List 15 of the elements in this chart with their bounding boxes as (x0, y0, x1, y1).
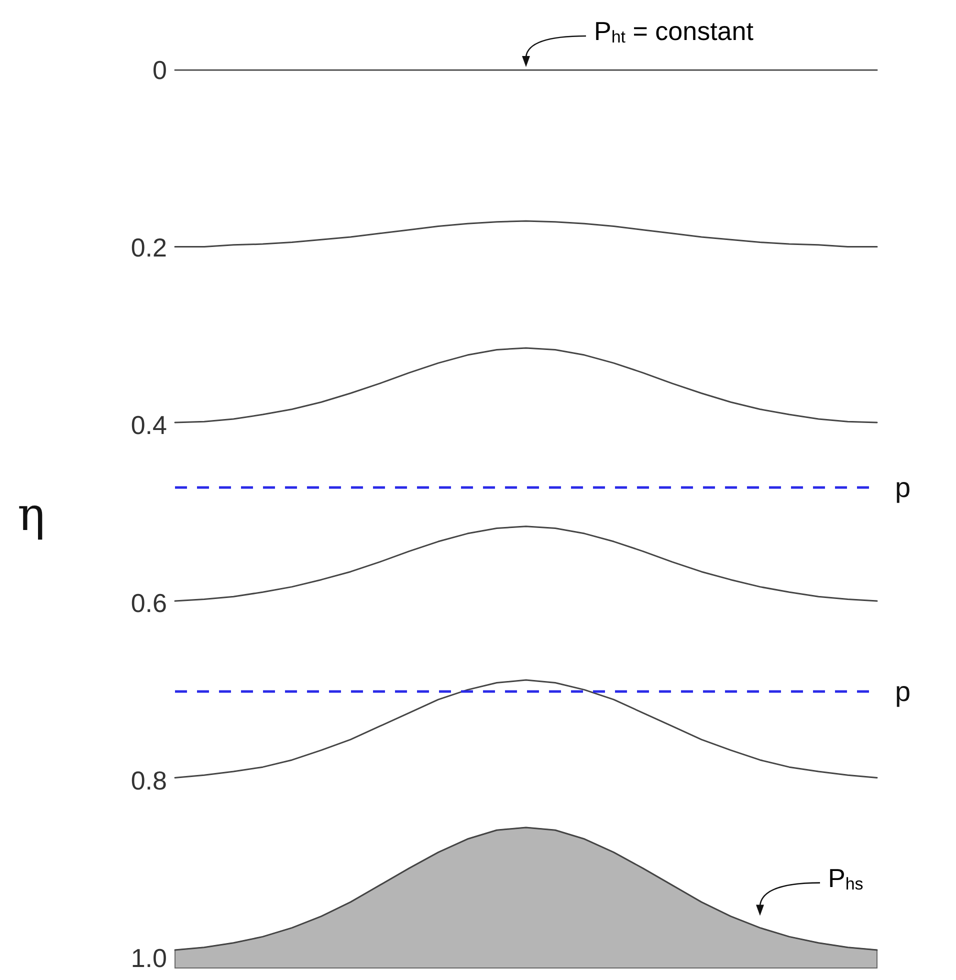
y-tick-label: 0 (152, 55, 167, 85)
annotation: Phs (828, 862, 864, 894)
line-series (174, 679, 878, 778)
y-tick-label: 0.4 (130, 410, 167, 440)
line-series (174, 526, 878, 602)
y-tick-label: 0.2 (130, 232, 167, 263)
ref-line-label: p (895, 472, 911, 503)
y-axis-title: η (17, 487, 45, 541)
y-tick-label: 1.0 (130, 943, 167, 973)
ref-line-label: p (895, 676, 911, 708)
text: Pht = constant (594, 16, 754, 46)
y-tick-label: 0.8 (130, 765, 167, 796)
y-tick-label: 0.6 (130, 588, 167, 618)
line-series (174, 347, 878, 424)
line-series (174, 220, 878, 248)
